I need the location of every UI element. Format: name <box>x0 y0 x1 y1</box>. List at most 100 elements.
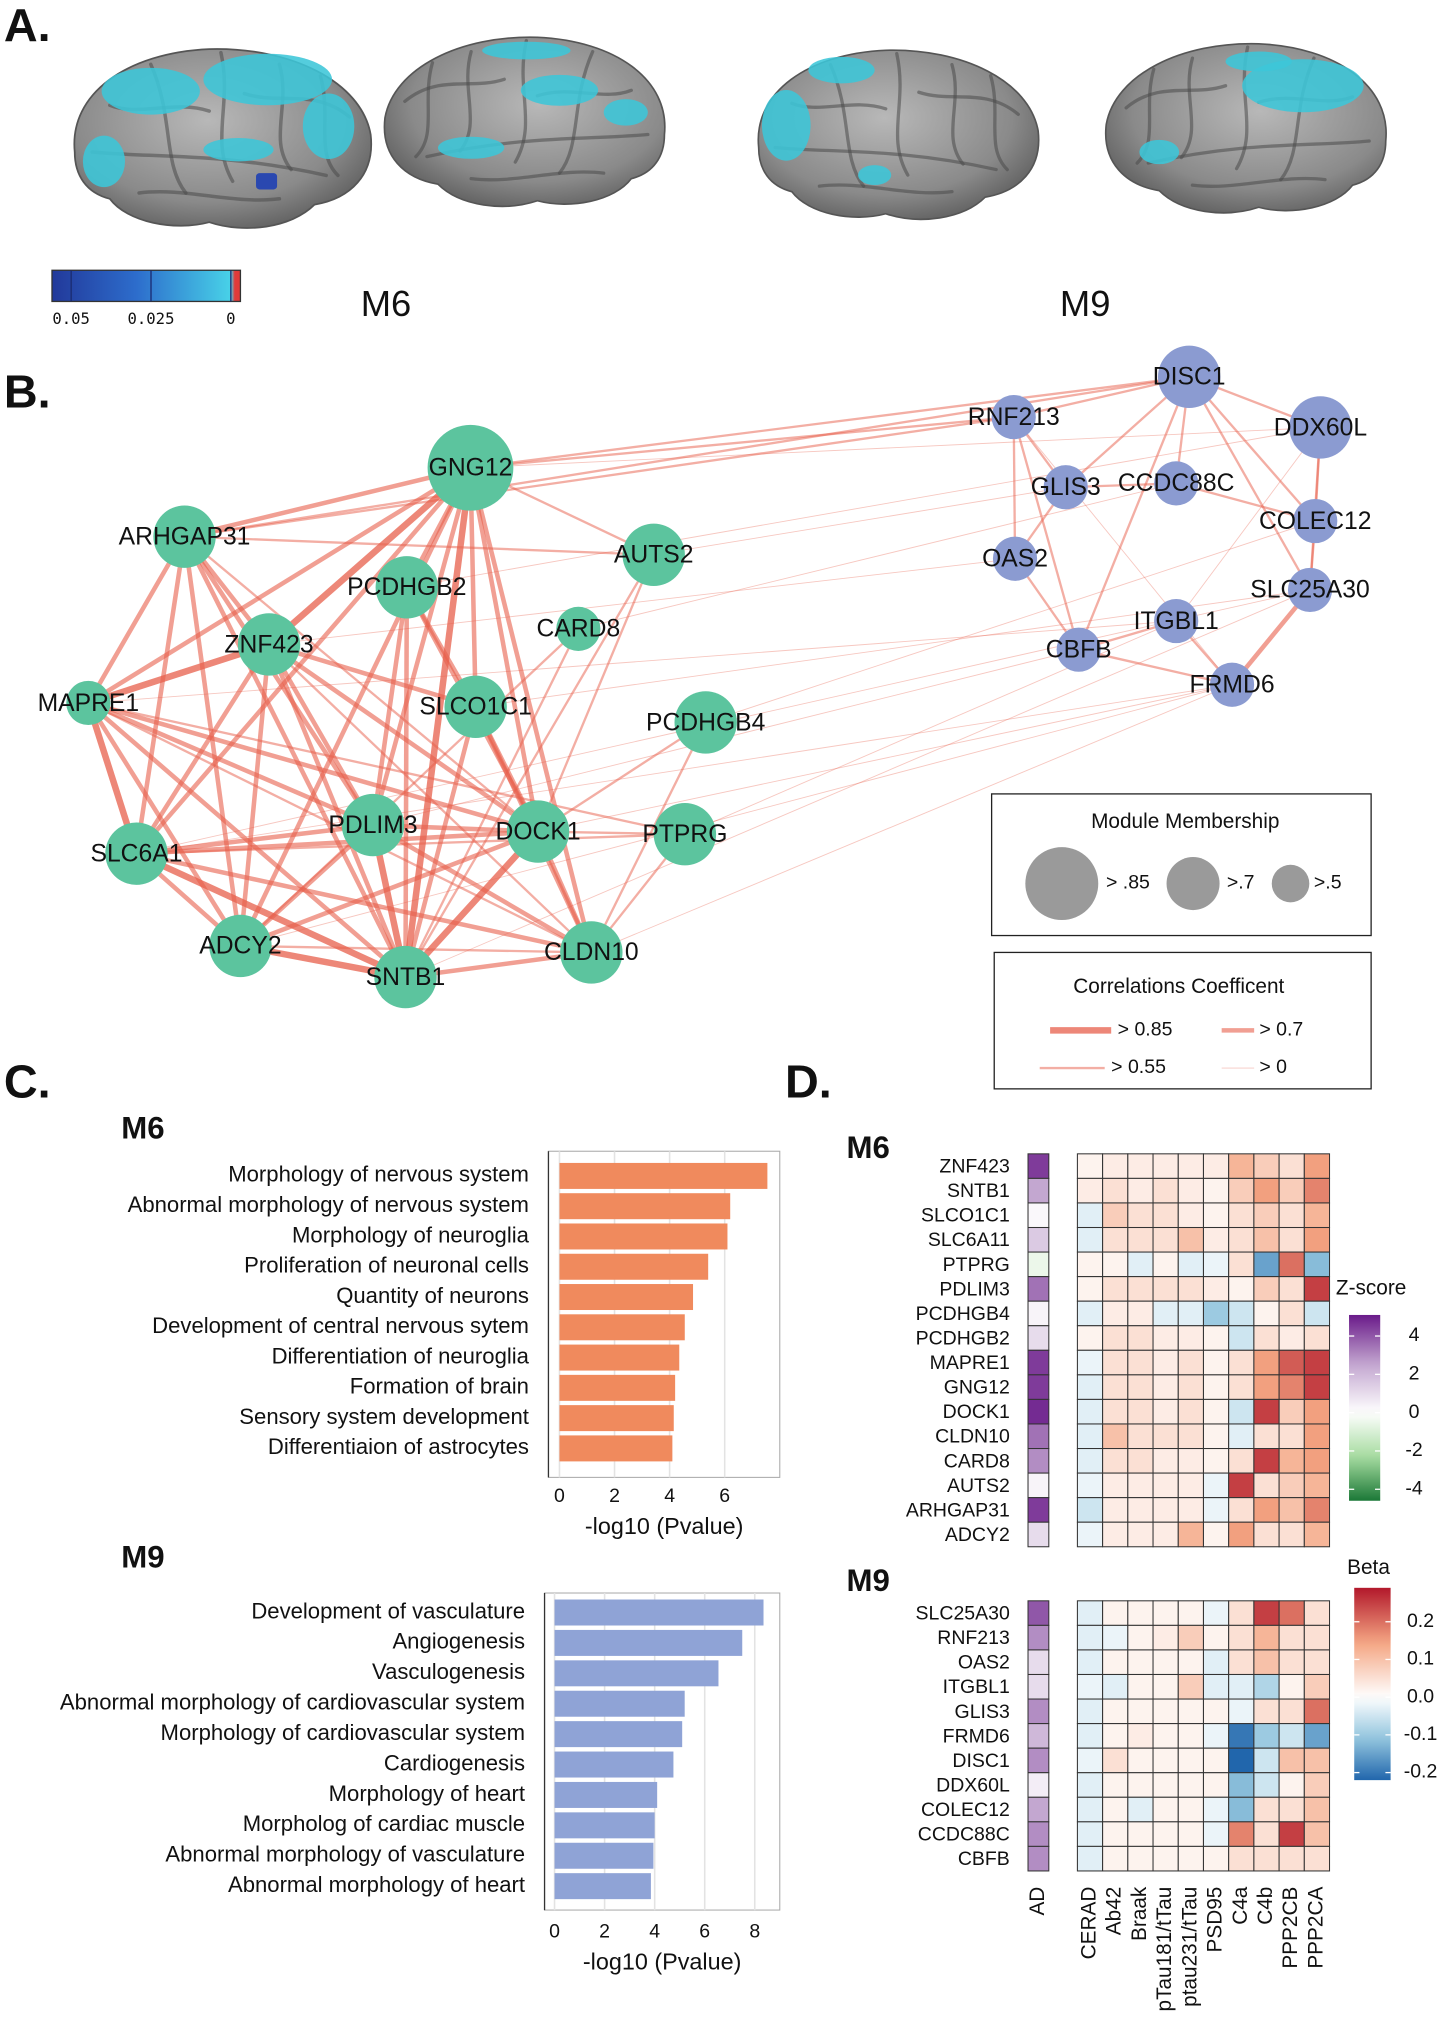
heatmap-cell <box>1127 1796 1154 1823</box>
gene-label: COLEC12 <box>1259 508 1372 535</box>
colorbar-tick-label: 2 <box>1409 1362 1420 1384</box>
gene-label: OAS2 <box>982 546 1048 573</box>
heatmap-cell <box>1177 1202 1204 1229</box>
heatmap-cell <box>1278 1374 1305 1400</box>
heatmap-cell <box>1127 1398 1154 1425</box>
heatmap-cell <box>1228 1472 1255 1499</box>
heatmap-cell <box>1202 1673 1230 1700</box>
heatmap-cell <box>1303 1153 1331 1179</box>
heatmap-cell <box>1253 1673 1280 1700</box>
heatmap-cell <box>1076 1325 1104 1351</box>
correlation-edge <box>88 701 686 836</box>
heatmap-cell <box>1278 1497 1305 1523</box>
heatmap-cell <box>1076 1448 1104 1474</box>
column-label: pTau181/tTau <box>1153 1887 1176 2012</box>
heatmap-cell <box>1127 1202 1154 1229</box>
heatmap-cell <box>1278 1325 1305 1351</box>
ad-cell <box>1027 1497 1050 1523</box>
heatmap-cell <box>1253 1226 1280 1253</box>
ad-cell <box>1027 1698 1050 1725</box>
colorbar <box>1354 1587 1391 1781</box>
heatmap-cell <box>1076 1649 1104 1676</box>
row-label: DISC1 <box>952 1750 1009 1772</box>
sulcus <box>895 51 910 177</box>
heatmap-cell <box>1177 1300 1204 1327</box>
heatmap-cell <box>1177 1177 1204 1204</box>
ad-cell <box>1027 1723 1050 1749</box>
heatmap-cell <box>1228 1698 1255 1725</box>
row-label: ITGBL1 <box>943 1676 1010 1698</box>
heatmap-cell <box>1303 1472 1331 1499</box>
bar <box>559 1314 685 1341</box>
heatmap-cell <box>1127 1624 1154 1651</box>
category-label: Abnormal morphology of heart <box>228 1872 525 1897</box>
row-label: DOCK1 <box>943 1401 1010 1423</box>
category-label: Angiogenesis <box>392 1629 525 1654</box>
heatmap-cell <box>1076 1374 1104 1400</box>
gene-label: CARD8 <box>536 616 620 643</box>
panel-label: A. <box>4 0 51 51</box>
row-label: OAS2 <box>958 1652 1010 1674</box>
activation-region <box>82 135 126 188</box>
heatmap-cell <box>1253 1821 1280 1847</box>
correlation-edge <box>240 684 1233 947</box>
correlation-edge <box>1013 416 1233 686</box>
heatmap-cell <box>1278 1649 1305 1676</box>
heatmap-cell <box>1202 1772 1230 1798</box>
ad-cell <box>1027 1374 1050 1400</box>
correlation-edge <box>1188 376 1312 591</box>
heatmap-cell <box>1177 1600 1204 1626</box>
heatmap-cell <box>1076 1723 1104 1749</box>
heatmap-cell <box>1102 1821 1129 1847</box>
correlation-edge <box>182 536 243 947</box>
correlation-edge <box>134 536 187 855</box>
gene-node <box>427 424 514 511</box>
heatmap-cell <box>1303 1723 1331 1749</box>
ad-cell <box>1027 1521 1050 1548</box>
heatmap-cell <box>1152 1374 1179 1400</box>
gene-node <box>237 613 301 676</box>
heatmap-cell <box>1303 1821 1331 1847</box>
row-label: PCDHGB2 <box>916 1327 1010 1349</box>
heatmap-cell <box>1303 1698 1331 1725</box>
colorbar <box>1349 1314 1381 1501</box>
heatmap-cell <box>1253 1251 1280 1278</box>
colorbar-title: Beta <box>1347 1556 1390 1579</box>
row-label: DDX60L <box>936 1774 1010 1796</box>
category-label: Differentiation of neuroglia <box>272 1343 530 1368</box>
heatmap-cell <box>1303 1423 1331 1450</box>
category-label: Morphology of nervous system <box>228 1162 529 1187</box>
heatmap-cell <box>1127 1772 1154 1798</box>
ad-cell <box>1027 1325 1050 1351</box>
gene-label: ZNF423 <box>224 631 313 658</box>
heatmap-cell <box>1177 1624 1204 1651</box>
heatmap-cell <box>1152 1300 1179 1327</box>
heatmap-cell <box>1253 1472 1280 1499</box>
activation-region <box>203 137 274 162</box>
heatmap-cell <box>1202 1723 1230 1749</box>
x-tick-label: 6 <box>719 1485 730 1507</box>
heatmap-cell <box>1152 1698 1179 1725</box>
heatmap-cell <box>1127 1723 1154 1749</box>
gene-node <box>674 691 737 754</box>
activation-region <box>302 93 355 160</box>
heatmap-cell <box>1278 1624 1305 1651</box>
activation-region <box>256 173 278 190</box>
heatmap-cell <box>1076 1772 1104 1798</box>
row-label: MAPRE1 <box>930 1352 1010 1374</box>
heatmap-cell <box>1278 1698 1305 1725</box>
heatmap-cell <box>1228 1845 1255 1872</box>
heatmap-cell <box>1152 1747 1179 1774</box>
heatmap-cell <box>1076 1821 1104 1847</box>
heatmap-cell <box>1102 1673 1129 1700</box>
correlation-edge <box>404 554 655 978</box>
heatmap-cell <box>1127 1177 1154 1204</box>
heatmap-cell <box>1253 1649 1280 1676</box>
gene-node <box>653 803 717 866</box>
heatmap-cell <box>1253 1398 1280 1425</box>
heatmap-cell <box>1076 1796 1104 1823</box>
heatmap-cell <box>1202 1398 1230 1425</box>
heatmap-cell <box>1177 1325 1204 1351</box>
category-label: Morpholog of cardiac muscle <box>243 1811 525 1836</box>
column-label: AD <box>1026 1887 1049 1916</box>
